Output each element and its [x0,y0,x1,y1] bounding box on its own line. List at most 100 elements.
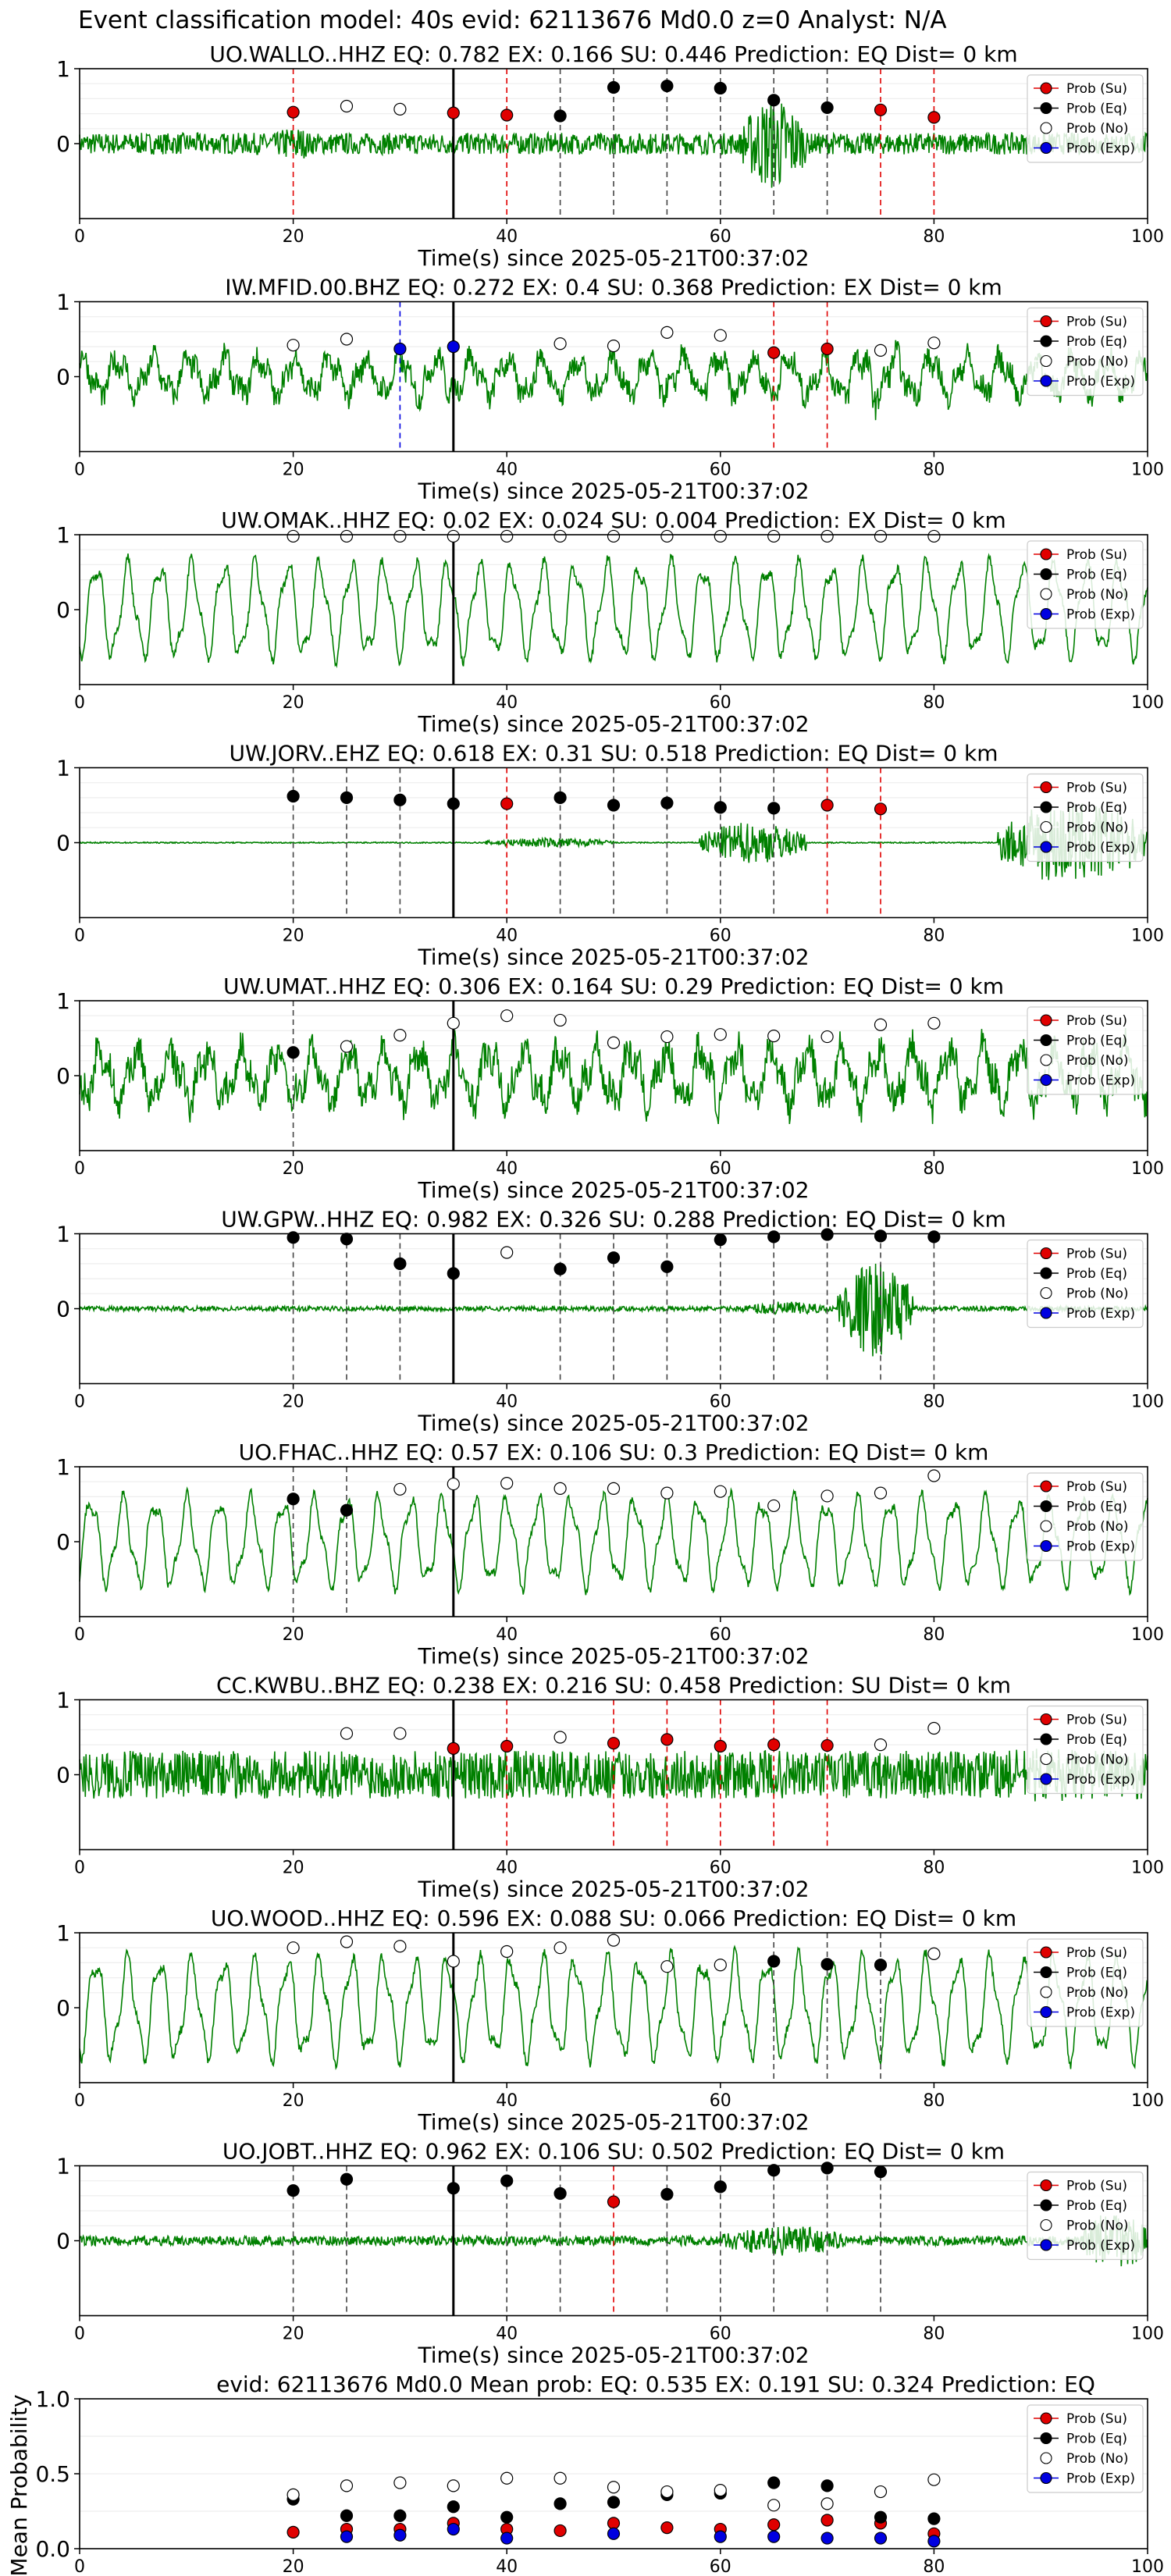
x-axis-label: Time(s) since 2025-05-21T00:37:02 [417,2109,809,2135]
probability-marker [447,340,460,354]
y-tick-label: 0 [56,1529,70,1555]
x-tick-label: 100 [1131,227,1164,247]
probability-marker [767,94,781,107]
legend-label: Prob (Eq) [1066,1034,1127,1049]
x-tick-label: 80 [923,2091,945,2111]
mean-probability-point [447,2522,460,2536]
mean-probability-point [500,2532,514,2545]
probability-marker [874,1018,888,1031]
mean-probability-point [287,2488,300,2501]
legend-marker [1040,2432,1052,2445]
mean-probability-point [820,2514,834,2527]
y-tick-label: 1 [56,1222,70,1247]
x-tick-label: 0 [74,927,85,946]
legend-label: Prob (Su) [1066,1013,1127,1029]
x-tick-label: 40 [496,927,518,946]
probability-marker [874,529,888,543]
legend-label: Prob (No) [1066,1752,1129,1768]
x-tick-label: 80 [923,227,945,247]
y-tick-label: 0 [56,597,70,623]
panel-title: UO.WALLO..HHZ EQ: 0.782 EX: 0.166 SU: 0.… [209,41,1017,67]
y-tick-label: 0 [56,1763,70,1788]
mean-probability-point [714,2484,727,2497]
legend-marker [1040,101,1052,115]
mean-probability-point [393,2509,407,2522]
probability-marker [553,109,567,123]
mean-probability-point [767,2499,781,2512]
mean-probability-panel: evid: 62113676 Md0.0 Mean prob: EQ: 0.53… [6,2371,1164,2576]
probability-marker [660,1260,674,1273]
legend-box [1027,1472,1144,1561]
probability-marker [287,789,300,803]
mean-probability-point [767,2476,781,2489]
probability-marker [553,1013,567,1027]
mean-probability-point [607,2517,621,2530]
legend-marker [1040,82,1052,94]
x-tick-label: 100 [1131,461,1164,480]
legend-label: Prob (Exp) [1066,141,1135,157]
y-tick-label: 1 [56,988,70,1014]
probability-marker [553,1941,567,1955]
legend-label: Prob (No) [1066,354,1129,370]
probability-marker [287,1941,300,1955]
panel-title: IW.MFID.00.BHZ EQ: 0.272 EX: 0.4 SU: 0.3… [225,275,1002,301]
probability-marker [767,346,781,359]
probability-marker [447,1267,460,1280]
x-tick-label: 40 [496,1393,518,1412]
probability-marker [393,1727,407,1740]
x-tick-label: 60 [710,1625,731,1645]
probability-marker [500,1739,514,1753]
probability-marker [767,529,781,543]
probability-marker [340,333,354,346]
probability-marker [447,2182,460,2195]
x-tick-label: 40 [496,693,518,713]
probability-marker [820,799,834,812]
probability-marker [660,2187,674,2201]
probability-marker [767,1030,781,1043]
y-tick-label: 0 [56,1995,70,2021]
legend-marker [1040,820,1052,834]
panel-title: CC.KWBU..BHZ EQ: 0.238 EX: 0.216 SU: 0.4… [216,1673,1011,1699]
y-tick-label: 0 [56,2229,70,2254]
legend-label: Prob (Eq) [1066,1966,1127,1981]
probability-marker [660,326,674,339]
x-tick-label: 40 [496,1859,518,1878]
probability-marker [340,1935,354,1948]
panel-title: UW.OMAK..HHZ EQ: 0.02 EX: 0.024 SU: 0.00… [221,507,1005,533]
probability-marker [820,1489,834,1503]
probability-marker [340,1233,354,1246]
legend-box [1027,74,1144,163]
y-tick-label: 1 [56,1688,70,1713]
probability-marker [927,1947,941,1960]
legend-label: Prob (No) [1066,121,1129,137]
x-tick-label: 80 [923,1625,945,1645]
probability-marker [874,2165,888,2179]
legend-label: Prob (Eq) [1066,568,1127,583]
probability-marker [553,529,567,543]
x-tick-label: 20 [283,1625,304,1645]
legend-marker [1040,1966,1052,1979]
legend-label: Prob (No) [1066,1286,1129,1302]
legend-label: Prob (Exp) [1066,2471,1135,2487]
mean-probability-point [820,2532,834,2545]
station-panel: IW.MFID.00.BHZ EQ: 0.272 EX: 0.4 SU: 0.3… [56,275,1164,504]
legend-marker [1040,2005,1052,2019]
legend-marker [1040,141,1052,155]
probability-marker [660,796,674,809]
station-panel: UO.WALLO..HHZ EQ: 0.782 EX: 0.166 SU: 0.… [56,41,1164,271]
mean-probability-point [553,2471,567,2485]
x-tick-label: 100 [1131,927,1164,946]
legend-box [1027,2171,1144,2261]
probability-marker [287,339,300,352]
probability-marker [340,529,354,543]
x-tick-label: 40 [496,1625,518,1645]
probability-marker [767,1499,781,1513]
waveform-trace [79,803,1148,881]
legend-label: Prob (Exp) [1066,1306,1135,1322]
x-tick-label: 20 [283,1859,304,1878]
x-axis-label: Time(s) since 2025-05-21T00:37:02 [417,479,809,504]
y-tick-label: 1 [56,756,70,781]
station-panel: UO.FHAC..HHZ EQ: 0.57 EX: 0.106 SU: 0.3 … [56,1439,1164,1669]
legend-label: Prob (Su) [1066,2411,1127,2427]
